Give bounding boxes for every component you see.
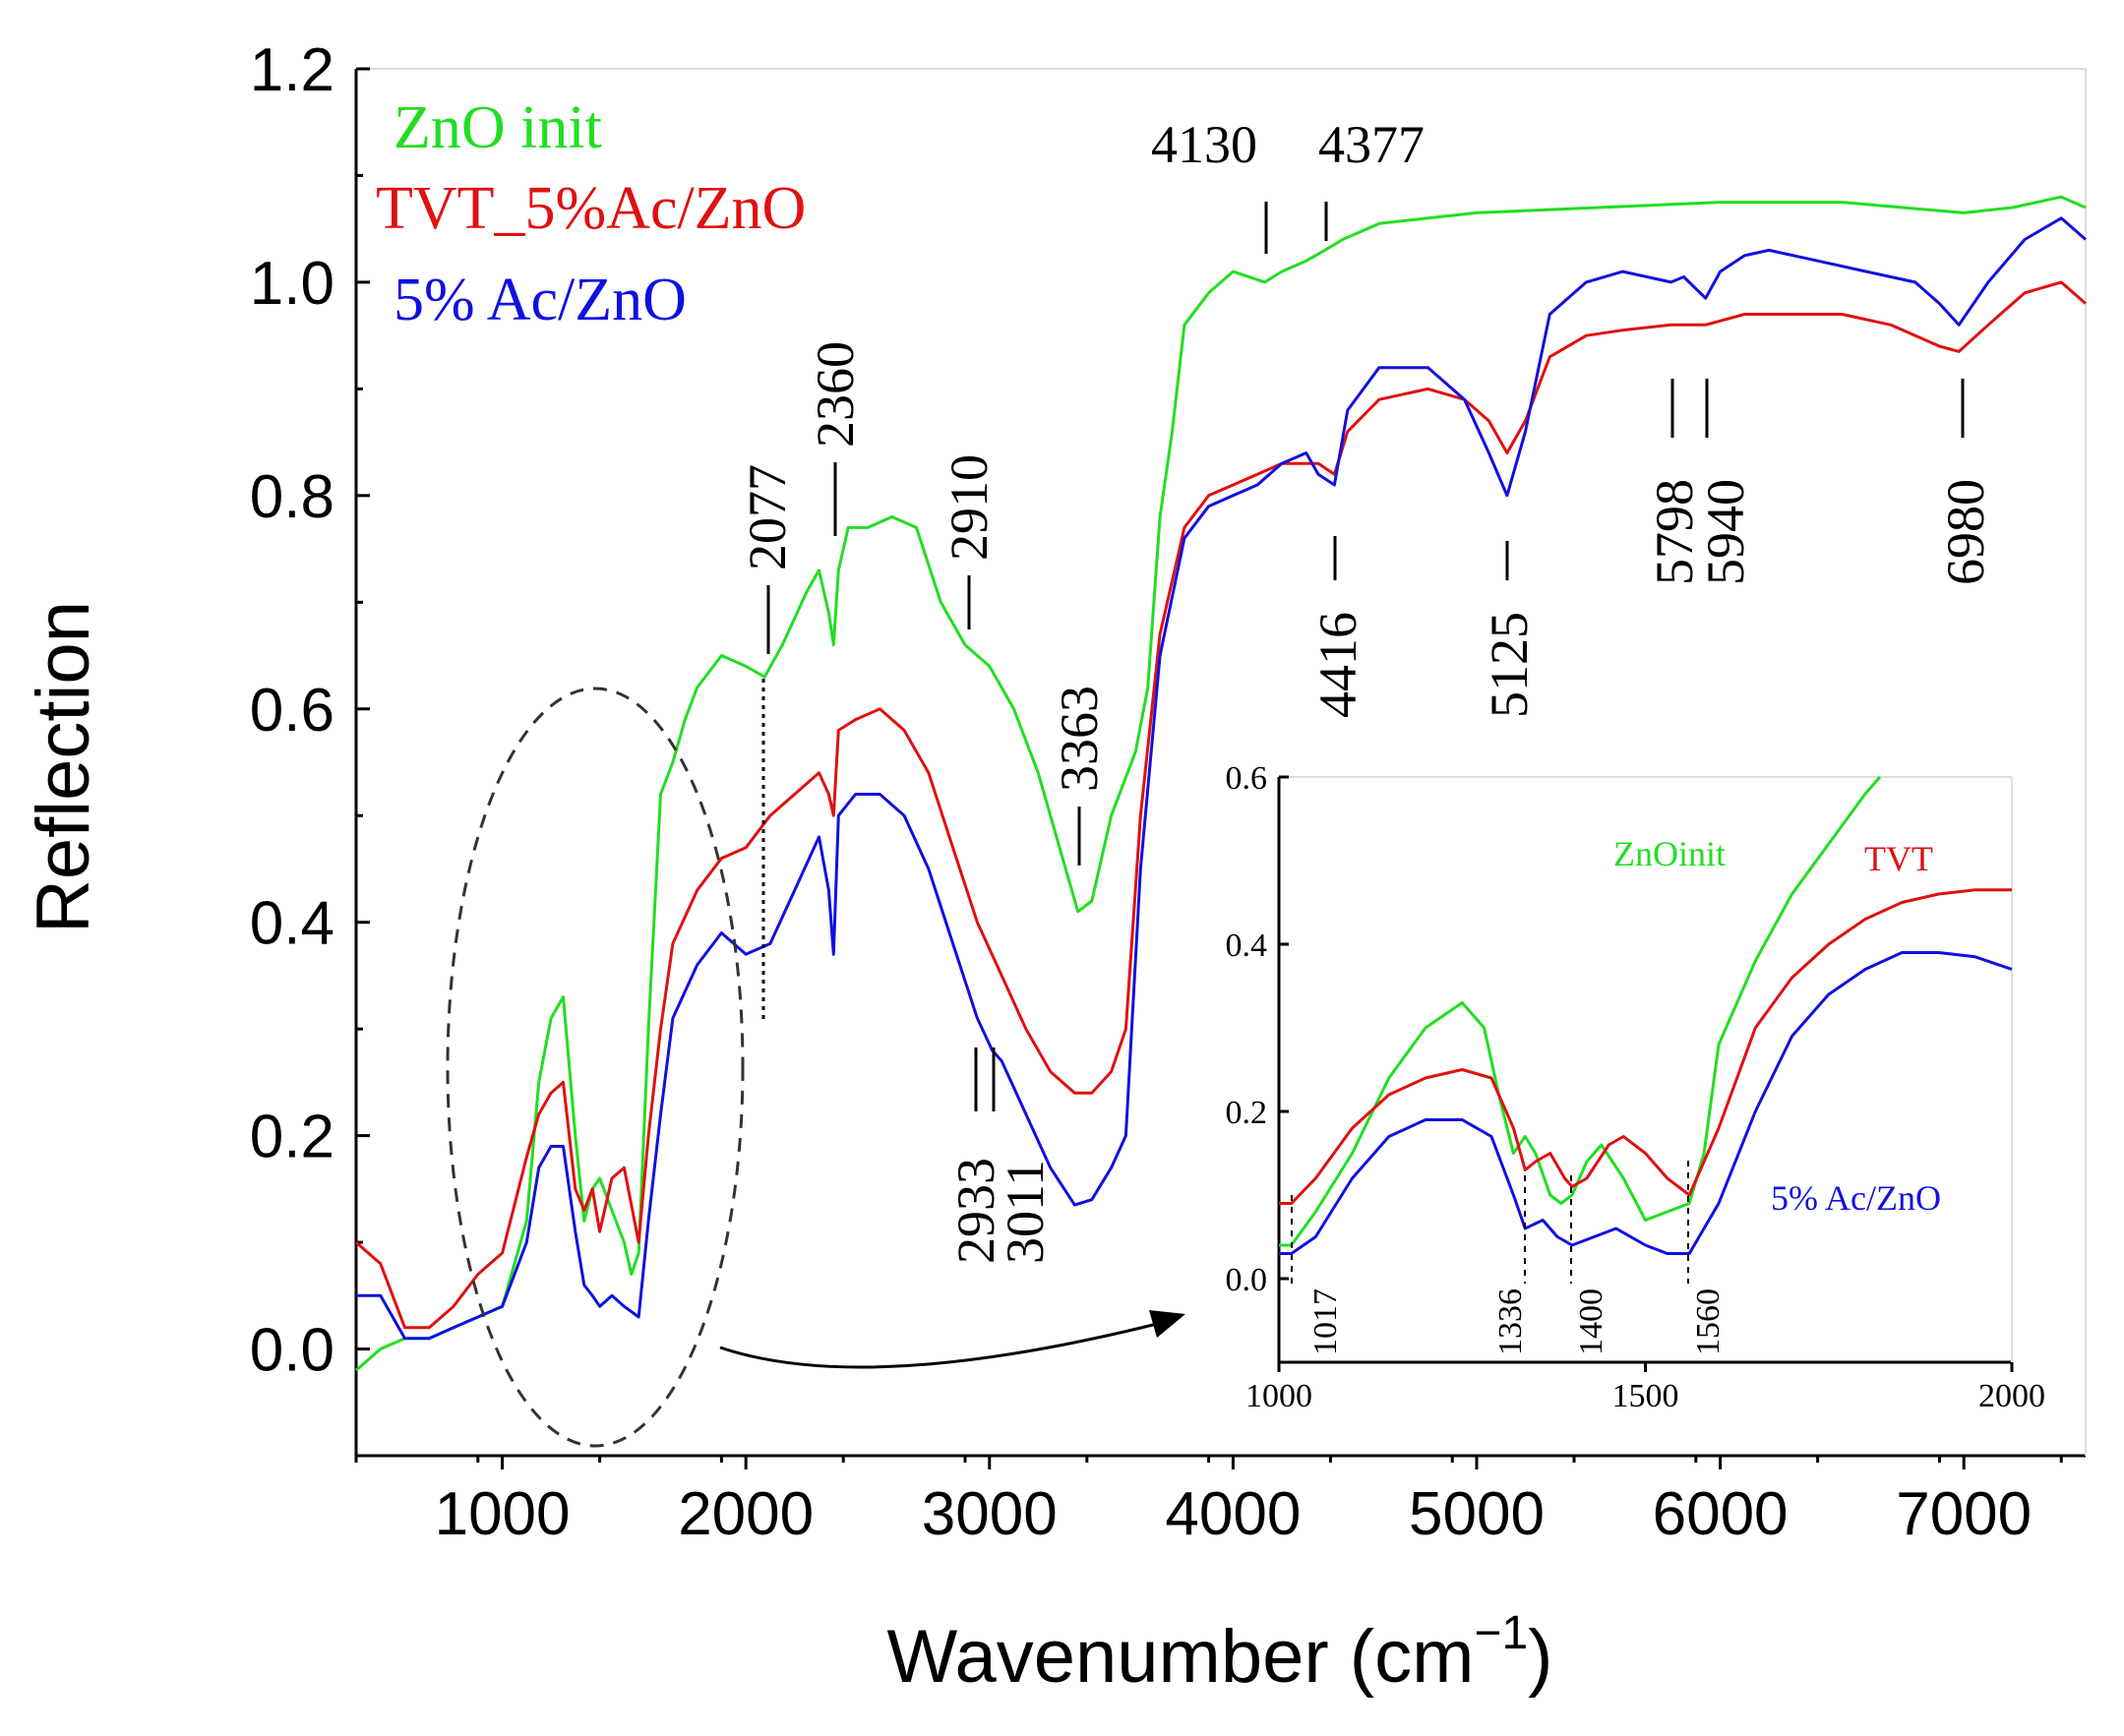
ann-6980: 6980 [1936, 479, 1995, 585]
ann-3011: 3011 [996, 1160, 1055, 1264]
y-tick-label: 0.0 [250, 1317, 334, 1385]
inset-x-axis-ticks: 1000 1500 2000 [1245, 1362, 2045, 1414]
inset-ann-1336: 1336 [1492, 1288, 1529, 1355]
x-tick-label: 4000 [1165, 1480, 1301, 1548]
y-axis-title: Reflection [22, 601, 105, 933]
inset-y-tick-label: 0.4 [1226, 928, 1268, 964]
series-5-ac-zno [356, 216, 2087, 1341]
ann-4130: 4130 [1151, 115, 1257, 174]
inset-plot [1277, 776, 2013, 1364]
x-tick-label: 7000 [1896, 1480, 2032, 1548]
inset-ann-1560: 1560 [1690, 1288, 1727, 1355]
y-tick-label: 1.2 [250, 36, 334, 104]
legend-tvt: TVT_5%Ac/ZnO [376, 175, 806, 242]
legend-zno-init: ZnO init [394, 94, 602, 161]
x-tick-label: 6000 [1653, 1480, 1789, 1548]
ann-5940: 5940 [1696, 479, 1755, 585]
y-tick-label: 0.2 [250, 1104, 334, 1171]
ann-2077: 2077 [738, 464, 797, 570]
inset-legend-znoinit: ZnOinit [1613, 834, 1726, 873]
y-tick-label: 0.4 [250, 890, 334, 958]
series-tvt-5-ac-zno [355, 280, 2087, 1330]
highlight-ellipse [446, 687, 745, 1448]
x-axis-ticks: 1000 2000 3000 4000 5000 6000 7000 [354, 1456, 2063, 1548]
main-axes [354, 68, 2087, 1458]
y-axis-ticks: 0.0 0.2 0.4 0.6 0.8 1.0 1.2 [250, 36, 370, 1458]
inset-y-axis-ticks: 0.0 0.2 0.4 0.6 [1226, 760, 1289, 1298]
inset-x-tick-label: 1000 [1245, 1378, 1312, 1414]
ann-4377: 4377 [1318, 115, 1425, 174]
inset-x-tick-label: 2000 [1978, 1378, 2045, 1414]
ann-2910: 2910 [940, 454, 999, 561]
series-zno-init [355, 195, 2087, 1372]
inset-y-tick-label: 0.2 [1226, 1095, 1268, 1131]
ann-2933: 2933 [946, 1158, 1005, 1264]
ann-4416: 4416 [1308, 612, 1367, 718]
y-tick-label: 0.6 [250, 677, 334, 745]
inset-ann-1400: 1400 [1573, 1288, 1609, 1355]
x-tick-label: 1000 [435, 1480, 571, 1548]
x-axis-title: Wavenumber (cm−1) [887, 1607, 1553, 1699]
zoom-arrowhead [1149, 1310, 1185, 1338]
y-tick-label: 1.0 [250, 250, 334, 318]
ann-2360: 2360 [806, 341, 865, 448]
inset-series-group [1279, 776, 2013, 1255]
x-tick-label: 3000 [922, 1480, 1058, 1548]
inset-y-tick-label: 0.6 [1226, 760, 1268, 797]
x-tick-label: 5000 [1409, 1480, 1545, 1548]
peak-annotations: 2077 2360 2910 3363 2933 3011 4130 4377 … [738, 115, 1995, 1264]
ann-5125: 5125 [1480, 612, 1539, 718]
inset-series-5-ac-zno [1279, 951, 2013, 1255]
inset-ann-1017: 1017 [1307, 1288, 1344, 1355]
inset-y-tick-label: 0.0 [1226, 1262, 1268, 1298]
inset-series-znoinit [1279, 776, 1882, 1247]
inset-markers [1291, 1161, 1689, 1284]
x-tick-label: 2000 [678, 1480, 814, 1548]
legend-ac-zno: 5% Ac/ZnO [394, 267, 687, 333]
inset-series-tvt [1279, 888, 2012, 1205]
inset-x-tick-label: 1500 [1612, 1378, 1679, 1414]
main-series-group [355, 195, 2087, 1372]
zoom-arrow [719, 1321, 1162, 1369]
ann-3363: 3363 [1050, 686, 1109, 792]
inset-legend-tvt: TVT [1864, 839, 1933, 878]
y-tick-label: 0.8 [250, 463, 334, 531]
inset-legend-ac-zno: 5% Ac/ZnO [1771, 1178, 1941, 1218]
ann-5798: 5798 [1645, 479, 1704, 585]
